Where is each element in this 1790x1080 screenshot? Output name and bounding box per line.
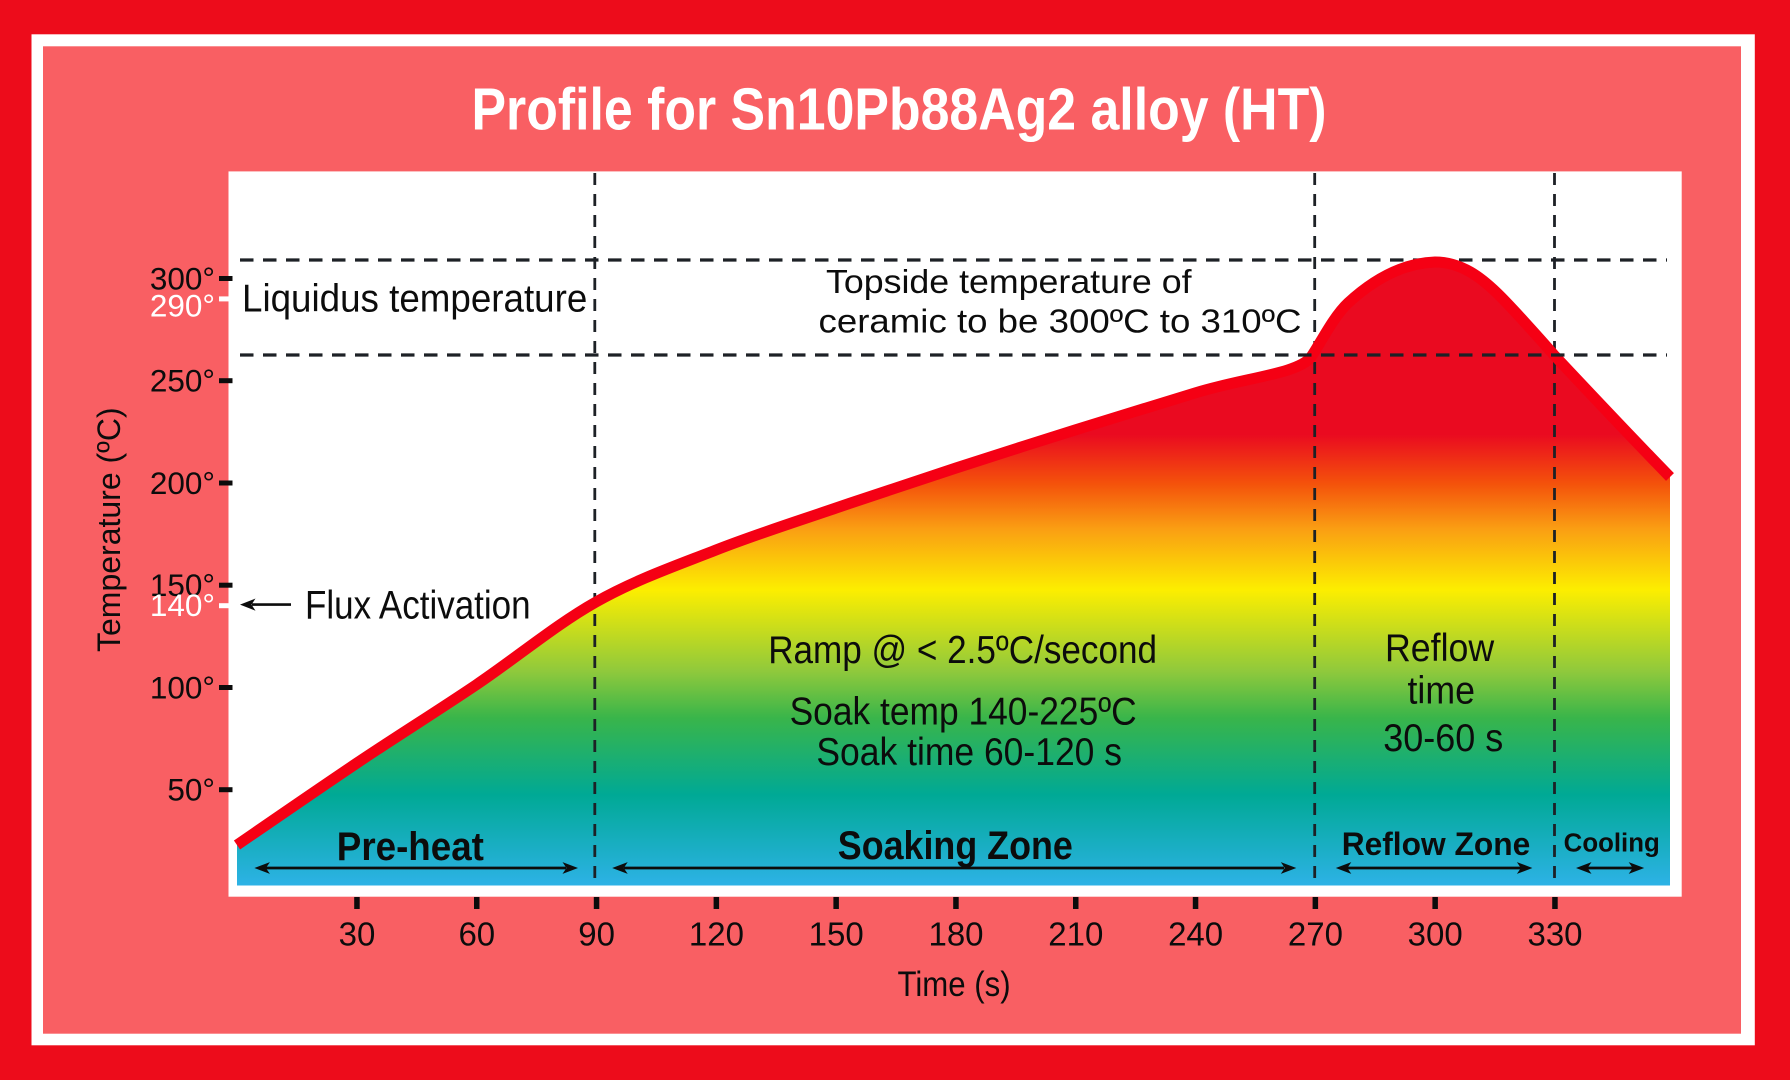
svg-text:100°: 100° — [150, 669, 215, 705]
svg-text:time: time — [1408, 669, 1476, 712]
svg-text:Topside temperature of: Topside temperature of — [826, 263, 1192, 300]
svg-text:300°: 300° — [150, 260, 215, 296]
svg-text:Soak temp 140-225ºC: Soak temp 140-225ºC — [790, 691, 1137, 734]
svg-text:Reflow Zone: Reflow Zone — [1342, 826, 1531, 862]
svg-text:270: 270 — [1288, 916, 1343, 953]
svg-text:150: 150 — [809, 916, 864, 953]
svg-text:210: 210 — [1048, 916, 1103, 953]
svg-text:250°: 250° — [150, 363, 215, 399]
svg-text:30: 30 — [339, 916, 376, 953]
svg-text:Cooling: Cooling — [1564, 829, 1660, 857]
svg-text:Profile for Sn10Pb88Ag2 alloy: Profile for Sn10Pb88Ag2 alloy (HT) — [472, 77, 1327, 143]
svg-text:300: 300 — [1408, 916, 1463, 953]
svg-text:150°: 150° — [150, 567, 215, 603]
svg-text:60: 60 — [458, 916, 495, 953]
svg-text:Ramp @ < 2.5ºC/second: Ramp @ < 2.5ºC/second — [768, 629, 1157, 672]
svg-text:Temperature (ºC): Temperature (ºC) — [91, 407, 127, 652]
svg-text:290°: 290° — [150, 288, 215, 324]
svg-text:Flux Activation: Flux Activation — [305, 584, 531, 628]
svg-text:ceramic to be 300ºC to 310ºC: ceramic to be 300ºC to 310ºC — [819, 303, 1302, 340]
svg-text:240: 240 — [1168, 916, 1223, 953]
svg-text:180: 180 — [928, 916, 983, 953]
svg-text:330: 330 — [1527, 916, 1582, 953]
svg-text:Liquidus temperature: Liquidus temperature — [242, 278, 587, 321]
svg-text:90: 90 — [578, 916, 615, 953]
svg-text:Time (s): Time (s) — [898, 965, 1011, 1004]
svg-text:Soaking Zone: Soaking Zone — [838, 824, 1073, 868]
svg-text:200°: 200° — [150, 465, 215, 501]
svg-text:120: 120 — [689, 916, 744, 953]
svg-text:140°: 140° — [150, 587, 215, 623]
svg-text:Pre-heat: Pre-heat — [337, 825, 484, 869]
svg-text:30-60 s: 30-60 s — [1383, 717, 1503, 760]
svg-text:50°: 50° — [167, 772, 215, 808]
svg-text:Soak time 60-120 s: Soak time 60-120 s — [816, 731, 1122, 774]
svg-text:Reflow: Reflow — [1385, 627, 1495, 670]
